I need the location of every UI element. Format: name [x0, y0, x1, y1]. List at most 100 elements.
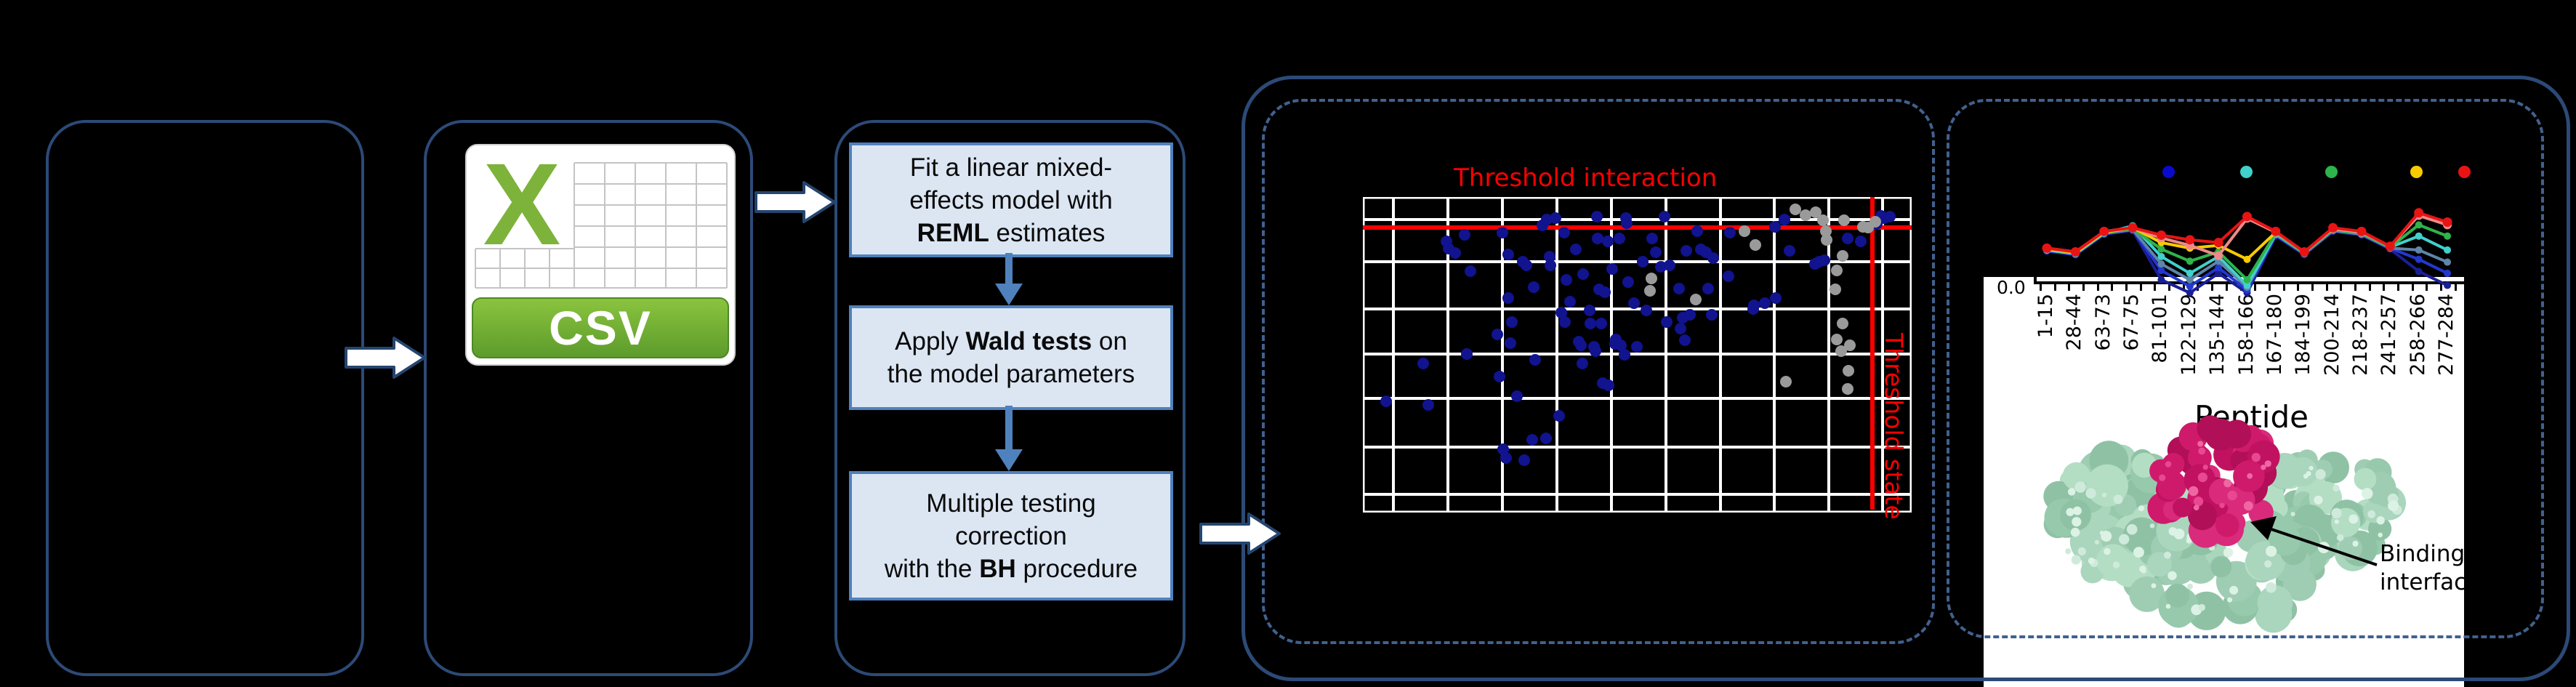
scatter-dot-significant — [1724, 227, 1736, 238]
protein-highlight — [2168, 527, 2178, 536]
scatter-dot-significant — [1561, 274, 1572, 286]
scatter-dot-significant — [1585, 318, 1596, 329]
protein-highlight — [2227, 597, 2233, 603]
uptake-marker-red — [2299, 246, 2309, 257]
scatter-dot-non-significant — [1790, 204, 1801, 215]
scatter-dot-significant — [1511, 390, 1523, 402]
uptake-marker-red — [2356, 226, 2367, 236]
pipeline-step-line: Apply Wald tests on — [895, 325, 1127, 358]
uptake-marker-blue — [2157, 267, 2165, 275]
scatter-dot-significant — [1606, 263, 1618, 275]
x-axis-tick — [2311, 284, 2314, 291]
protein-highlight — [2378, 532, 2383, 537]
peptide-highlight — [2188, 486, 2199, 497]
uptake-marker-green — [2415, 221, 2423, 229]
protein-highlight — [2149, 523, 2155, 529]
scatter-dot-significant — [1550, 212, 1561, 224]
pipeline-step-line: effects model with — [909, 184, 1113, 217]
protein-highlight — [2198, 603, 2205, 611]
connector-head — [995, 284, 1023, 305]
protein-highlight — [2113, 494, 2123, 505]
protein-surface-green — [2210, 556, 2232, 578]
x-axis-tick — [2426, 284, 2428, 291]
protein-highlight — [2348, 514, 2359, 524]
scatter-dot-significant — [1541, 214, 1553, 225]
x-axis-tick — [2182, 284, 2185, 291]
peptide-highlight — [2261, 465, 2266, 470]
protein-highlight — [2071, 555, 2081, 565]
scatter-dot-significant — [1465, 265, 1476, 277]
uptake-marker-red — [2242, 212, 2253, 222]
uptake-marker-navy — [2415, 268, 2423, 276]
uptake-marker-cyan — [2243, 281, 2251, 289]
scatter-dot-significant — [1584, 305, 1595, 316]
scatter-dot-non-significant — [1830, 284, 1841, 295]
protein-highlight — [2315, 469, 2326, 480]
scatter-dot-significant — [1842, 233, 1853, 244]
x-axis-tick — [2225, 284, 2228, 291]
flow-arrow-icon — [754, 181, 836, 223]
scatter-dot-significant — [1521, 260, 1532, 271]
scatter-dot-non-significant — [1820, 225, 1832, 237]
scatter-dot-non-significant — [1690, 294, 1702, 305]
uptake-marker-red — [2414, 208, 2424, 218]
peptide-surface-magenta — [2173, 497, 2193, 518]
scatter-dot-significant — [1553, 410, 1565, 422]
protein-highlight — [2138, 505, 2145, 512]
scatter-dot-significant — [1602, 236, 1614, 247]
protein-highlight — [2352, 540, 2359, 547]
uptake-marker-navy — [2157, 276, 2165, 284]
scatter-dot-non-significant — [1837, 318, 1848, 329]
uptake-marker-cyan — [2415, 232, 2423, 240]
flow-arrow-shape — [1199, 513, 1281, 555]
scatter-chart — [1363, 197, 1912, 513]
x-axis-tick — [2139, 284, 2142, 291]
scatter-dot-significant — [1492, 329, 1503, 340]
x-axis-tick — [2282, 284, 2285, 291]
protein-highlight — [2074, 481, 2086, 493]
scatter-dot-significant — [1628, 297, 1640, 309]
scatter-dot-non-significant — [1831, 334, 1843, 345]
protein-highlight — [2088, 557, 2095, 564]
scatter-dot-significant — [1637, 256, 1649, 268]
peptide-highlight — [2159, 474, 2166, 481]
x-axis-tick — [2254, 284, 2257, 291]
protein-highlight — [2290, 512, 2295, 517]
scatter-dot-significant — [1784, 245, 1795, 257]
x-axis-tick — [2368, 284, 2371, 291]
protein-highlight — [2361, 488, 2373, 499]
protein-highlight — [2070, 527, 2080, 537]
protein-highlight — [2388, 500, 2399, 512]
scatter-dot-significant — [1497, 227, 1508, 238]
protein-surface-green — [2288, 457, 2318, 487]
protein-surface-green — [2060, 499, 2091, 531]
x-axis-tick — [2383, 284, 2386, 291]
scatter-dot-significant — [1673, 283, 1685, 294]
csv-file-icon: X CSV — [465, 144, 736, 366]
protein-highlight — [2266, 545, 2277, 557]
scatter-dot-significant — [1544, 251, 1555, 262]
scatter-dot-significant — [1529, 354, 1541, 366]
protein-highlight — [2165, 603, 2171, 609]
pipeline-box — [834, 120, 1186, 676]
peptide-highlight — [2223, 481, 2229, 487]
uptake-marker-blue — [2415, 255, 2423, 263]
scatter-dot-significant — [1621, 217, 1633, 229]
uptake-marker-green — [2444, 232, 2452, 240]
scatter-dot-non-significant — [1800, 209, 1811, 221]
csv-icon-x-letter: X — [483, 144, 561, 269]
csv-icon-banner-label: CSV — [549, 301, 652, 355]
pipeline-step-3: Multiple testing correction with the BH pr… — [849, 471, 1173, 600]
scatter-dot-significant — [1559, 316, 1571, 328]
protein-highlight — [2314, 495, 2323, 505]
uptake-marker-red — [2042, 243, 2052, 253]
peptide-surface-magenta — [2188, 501, 2217, 531]
flow-arrow-icon — [1199, 513, 1281, 555]
scatter-dot-significant — [1615, 340, 1627, 351]
uptake-marker-blue — [2215, 264, 2223, 272]
scatter-dot-significant — [1855, 236, 1867, 247]
uptake-marker-steel — [2157, 260, 2165, 268]
pipeline-step-line: Fit a linear mixed- — [910, 151, 1112, 184]
scatter-dot-significant — [1759, 297, 1771, 309]
